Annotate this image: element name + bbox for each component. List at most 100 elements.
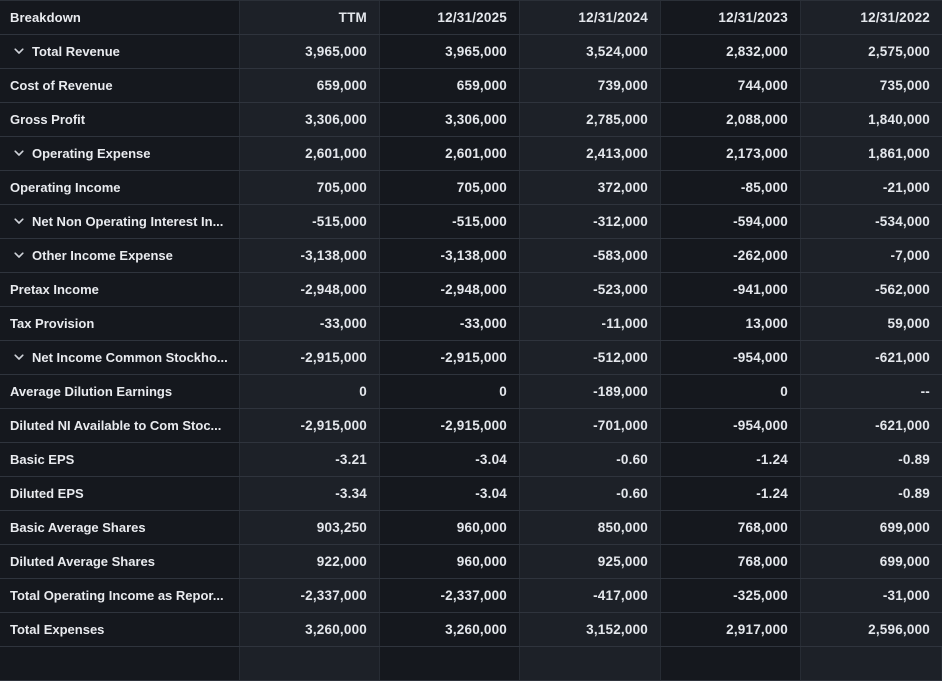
value-cell: 705,000 [380, 171, 520, 204]
value-cell: 59,000 [801, 307, 942, 340]
value-cell: -1.24 [661, 443, 801, 476]
chevron-down-icon[interactable] [14, 150, 24, 157]
value-cell: -523,000 [520, 273, 661, 306]
table-row: Net Income Common Stockho... -2,915,000 -2… [0, 341, 942, 375]
value-cell: -2,915,000 [380, 409, 520, 442]
value-cell: 705,000 [240, 171, 380, 204]
value-cell: -594,000 [661, 205, 801, 238]
value-cell: -515,000 [240, 205, 380, 238]
row-label: Basic EPS [10, 452, 75, 467]
row-label: Cost of Revenue [10, 78, 113, 93]
row-label-cell: Basic Average Shares [0, 511, 240, 544]
row-label: Net Non Operating Interest In... [32, 214, 224, 229]
value-cell: -33,000 [240, 307, 380, 340]
value-cell: -562,000 [801, 273, 942, 306]
table-row: Average Dilution Earnings 0 0 -189,000 0 -- [0, 375, 942, 409]
row-label: Total Operating Income as Repor... [10, 588, 224, 603]
table-row: Pretax Income -2,948,000 -2,948,000 -523,00… [0, 273, 942, 307]
chevron-down-icon[interactable] [14, 48, 24, 55]
table-row: Other Income Expense -3,138,000 -3,138,000… [0, 239, 942, 273]
value-cell: -3.04 [380, 477, 520, 510]
row-label: Basic Average Shares [10, 520, 146, 535]
table-row: Operating Expense 2,601,000 2,601,000 2,413… [0, 137, 942, 171]
value-cell: 0 [240, 375, 380, 408]
value-cell: -2,915,000 [240, 409, 380, 442]
value-cell: 739,000 [520, 69, 661, 102]
value-cell: -1.24 [661, 477, 801, 510]
table-row: Diluted EPS -3.34 -3.04 -0.60 -1.24 -0.89 [0, 477, 942, 511]
row-label-cell[interactable]: Operating Expense [0, 137, 240, 170]
period-column-header: TTM [240, 1, 380, 34]
value-cell: 13,000 [661, 307, 801, 340]
value-cell: 2,785,000 [520, 103, 661, 136]
table-row: Diluted Average Shares 922,000 960,000 925,… [0, 545, 942, 579]
value-cell: 960,000 [380, 545, 520, 578]
row-label-cell[interactable]: Net Income Common Stockho... [0, 341, 240, 374]
chevron-down-icon[interactable] [14, 354, 24, 361]
value-cell: -3.21 [240, 443, 380, 476]
value-cell: -2,948,000 [380, 273, 520, 306]
table-row: Net Non Operating Interest In... -515,000… [0, 205, 942, 239]
value-cell: -325,000 [661, 579, 801, 612]
value-cell: -262,000 [661, 239, 801, 272]
row-label-cell: Tax Provision [0, 307, 240, 340]
row-label: Diluted Average Shares [10, 554, 155, 569]
value-cell: 3,260,000 [380, 613, 520, 646]
value-cell: -0.60 [520, 477, 661, 510]
table-row: Basic Average Shares 903,250 960,000 850,00… [0, 511, 942, 545]
value-cell: -33,000 [380, 307, 520, 340]
value-cell: 850,000 [520, 511, 661, 544]
row-label-cell[interactable]: Net Non Operating Interest In... [0, 205, 240, 238]
table-row: Gross Profit 3,306,000 3,306,000 2,785,000 2… [0, 103, 942, 137]
value-cell: -621,000 [801, 409, 942, 442]
value-cell: -954,000 [661, 341, 801, 374]
value-cell: -515,000 [380, 205, 520, 238]
row-label-cell[interactable]: Other Income Expense [0, 239, 240, 272]
period-column-header: 12/31/2025 [380, 1, 520, 34]
value-cell: 1,840,000 [801, 103, 942, 136]
value-cell: 2,173,000 [661, 137, 801, 170]
table-row: Cost of Revenue 659,000 659,000 739,000 744,… [0, 69, 942, 103]
period-column-header: 12/31/2024 [520, 1, 661, 34]
table-row: Diluted NI Available to Com Stoc... -2,91… [0, 409, 942, 443]
value-cell: -3,138,000 [380, 239, 520, 272]
table-row: Tax Provision -33,000 -33,000 -11,000 13,000… [0, 307, 942, 341]
value-cell: -941,000 [661, 273, 801, 306]
value-cell: 3,152,000 [520, 613, 661, 646]
row-label: Other Income Expense [32, 248, 173, 263]
chevron-down-icon[interactable] [14, 252, 24, 259]
period-column-header: 12/31/2022 [801, 1, 942, 34]
value-cell: 2,601,000 [240, 137, 380, 170]
row-label-cell: Gross Profit [0, 103, 240, 136]
value-cell: 3,524,000 [520, 35, 661, 68]
value-cell: -- [801, 375, 942, 408]
value-cell: 2,596,000 [801, 613, 942, 646]
value-cell: -621,000 [801, 341, 942, 374]
row-label-cell[interactable]: Total Revenue [0, 35, 240, 68]
row-label-cell: Diluted NI Available to Com Stoc... [0, 409, 240, 442]
table-row: Basic EPS -3.21 -3.04 -0.60 -1.24 -0.89 [0, 443, 942, 477]
value-cell: 2,575,000 [801, 35, 942, 68]
row-label: Pretax Income [10, 282, 99, 297]
value-cell: 735,000 [801, 69, 942, 102]
value-cell: -312,000 [520, 205, 661, 238]
row-label-cell: Pretax Income [0, 273, 240, 306]
value-cell: -701,000 [520, 409, 661, 442]
chevron-down-icon[interactable] [14, 218, 24, 225]
value-cell: -583,000 [520, 239, 661, 272]
value-cell: -31,000 [801, 579, 942, 612]
period-column-header: 12/31/2023 [661, 1, 801, 34]
row-label: Operating Expense [32, 146, 151, 161]
table-header-row: Breakdown TTM 12/31/2025 12/31/2024 12/31/20… [0, 1, 942, 35]
value-cell: -3,138,000 [240, 239, 380, 272]
row-label: Total Revenue [32, 44, 120, 59]
value-cell: -2,337,000 [380, 579, 520, 612]
value-cell: 659,000 [240, 69, 380, 102]
value-cell: 2,601,000 [380, 137, 520, 170]
row-label: Net Income Common Stockho... [32, 350, 228, 365]
value-cell: 744,000 [661, 69, 801, 102]
value-cell: -0.60 [520, 443, 661, 476]
row-label: Average Dilution Earnings [10, 384, 173, 399]
value-cell: 768,000 [661, 545, 801, 578]
row-label: Gross Profit [10, 112, 86, 127]
